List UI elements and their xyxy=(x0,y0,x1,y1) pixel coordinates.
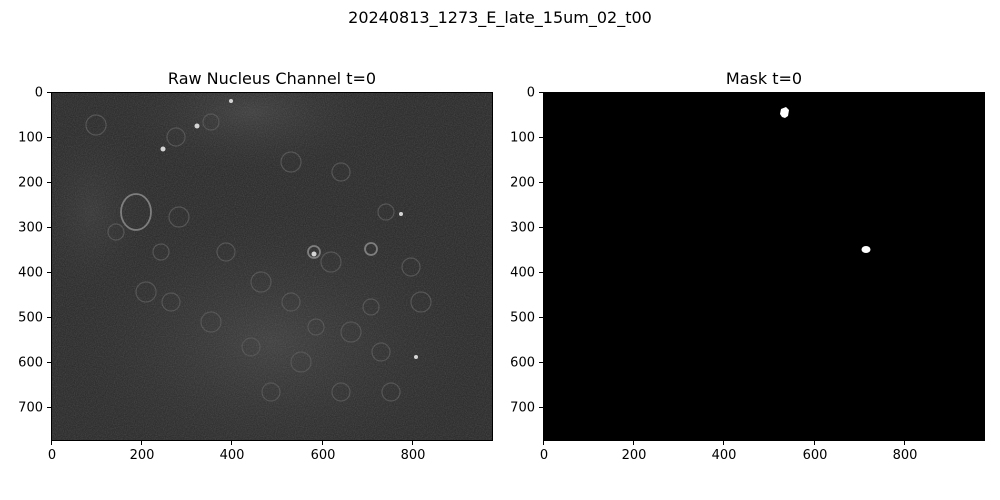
figure-suptitle: 20240813_1273_E_late_15um_02_t00 xyxy=(348,8,652,27)
raw-y-tick: 500 xyxy=(18,310,43,326)
mask-blob xyxy=(861,246,871,253)
raw-x-tick: 200 xyxy=(129,448,155,463)
raw-panel-title: Raw Nucleus Channel t=0 xyxy=(167,69,377,88)
raw-x-tick: 400 xyxy=(219,448,245,463)
mask-y-tick: 100 xyxy=(510,130,535,146)
mask-x-tick: 600 xyxy=(802,448,828,463)
mask-x-tick: 800 xyxy=(892,448,918,463)
mask-x-tick: 0 xyxy=(539,448,549,463)
mask-x-tick: 200 xyxy=(621,448,647,463)
mask-panel-frame xyxy=(543,92,985,441)
raw-y-tick: 700 xyxy=(18,400,43,416)
mask-x-tick: 400 xyxy=(711,448,737,463)
raw-y-tick: 0 xyxy=(34,85,43,101)
raw-x-tick: 0 xyxy=(47,448,57,463)
raw-panel-frame xyxy=(51,92,493,441)
mask-y-tick: 200 xyxy=(510,175,535,191)
mask-blob xyxy=(780,107,789,118)
mask-y-tick: 600 xyxy=(510,355,535,371)
raw-y-tick: 400 xyxy=(18,265,43,281)
mask-image xyxy=(543,92,985,441)
mask-panel-title: Mask t=0 xyxy=(725,69,803,88)
raw-x-tick: 800 xyxy=(400,448,426,463)
mask-y-tick: 300 xyxy=(510,220,535,236)
raw-y-tick: 200 xyxy=(18,175,43,191)
raw-x-tick: 600 xyxy=(310,448,336,463)
raw-y-tick: 100 xyxy=(18,130,43,146)
raw-y-tick: 300 xyxy=(18,220,43,236)
raw-y-tick: 600 xyxy=(18,355,43,371)
mask-y-tick: 700 xyxy=(510,400,535,416)
mask-y-tick: 500 xyxy=(510,310,535,326)
raw-nucleus-image xyxy=(51,92,493,441)
mask-y-tick: 400 xyxy=(510,265,535,281)
mask-y-tick: 0 xyxy=(526,85,535,101)
